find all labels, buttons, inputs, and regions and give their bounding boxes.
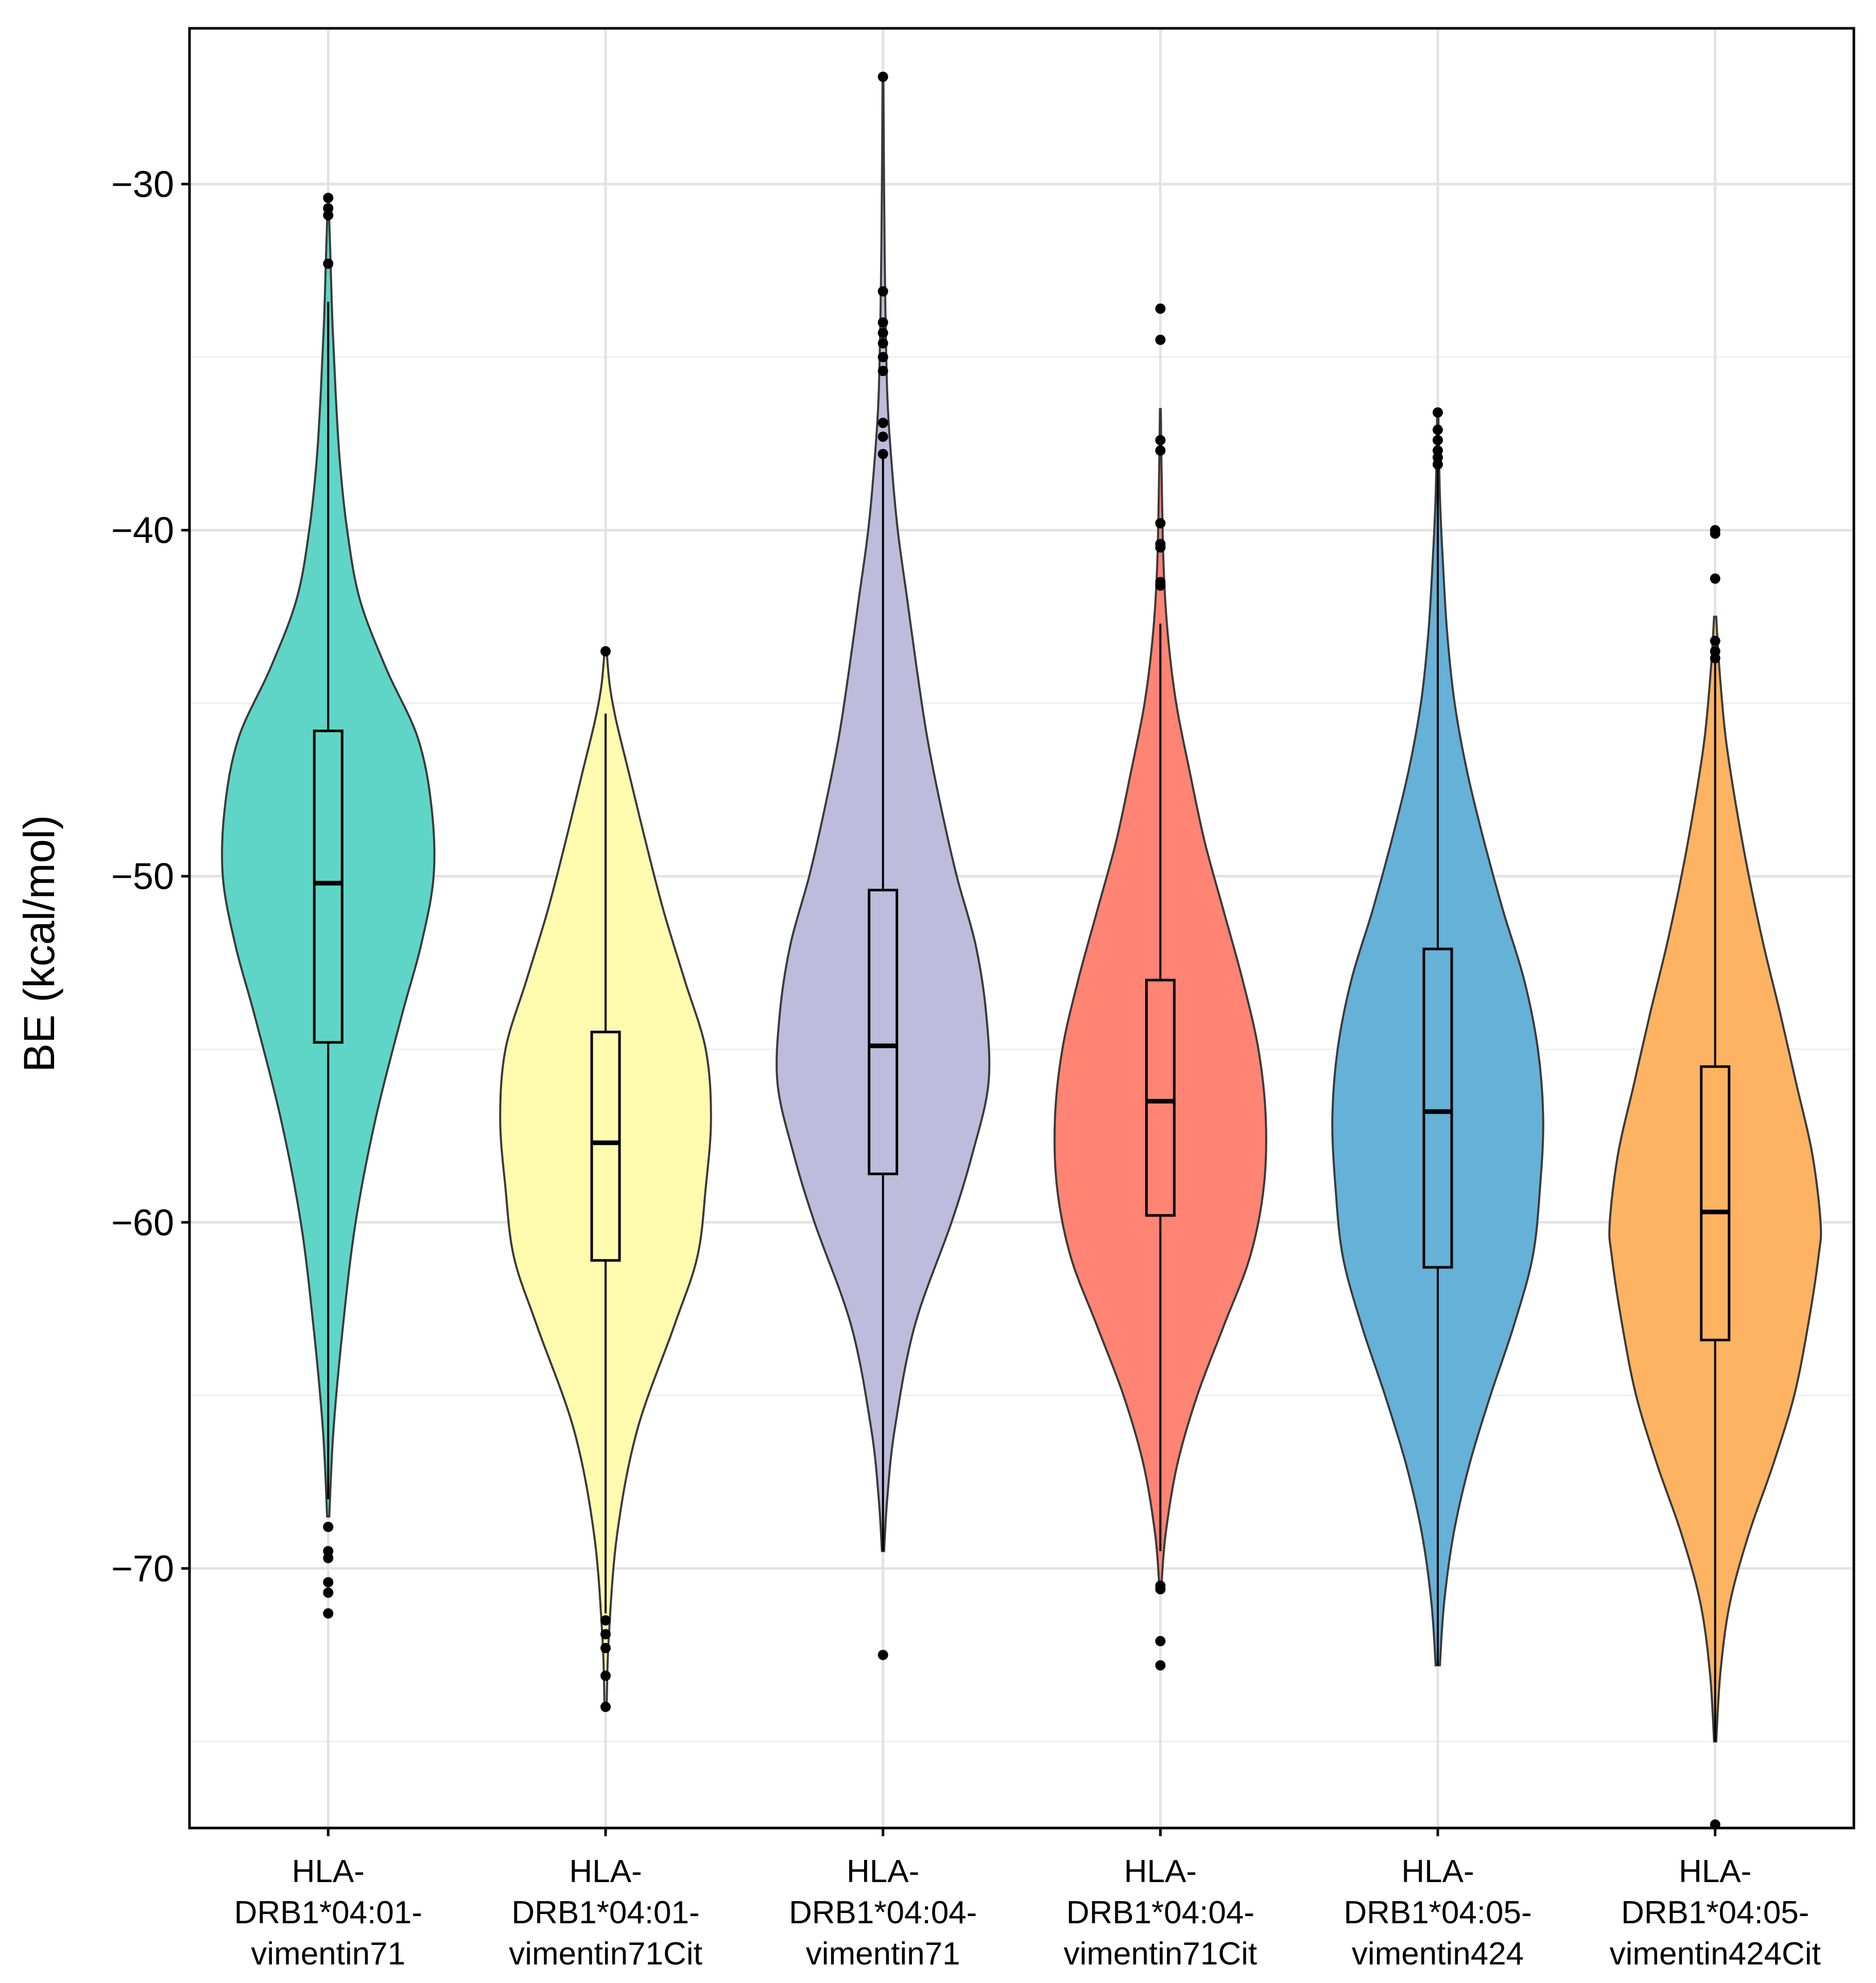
outlier-points: [323, 72, 1720, 1830]
outlier-point: [323, 1608, 334, 1619]
outlier-point: [600, 1615, 611, 1626]
outlier-point: [877, 1649, 888, 1660]
x-tick-label: HLA-DRB1*04:04-vimentin71: [789, 1854, 977, 1972]
outlier-point: [1155, 334, 1166, 345]
x-axis: HLA-DRB1*04:01-vimentin71 HLA-DRB1*04:01-…: [234, 1828, 1821, 1972]
outlier-point: [1155, 435, 1166, 445]
outlier-point: [877, 286, 888, 297]
outlier-point: [323, 1522, 334, 1532]
box-4: [1145, 978, 1176, 1217]
x-tick-label: HLA-DRB1*04:01-vimentin71Cit: [509, 1854, 702, 1972]
outlier-point: [323, 1553, 334, 1563]
box-2: [590, 1030, 621, 1262]
box-1: [313, 729, 343, 1044]
outlier-point: [600, 646, 611, 657]
violin-6: [1608, 615, 1822, 1743]
boxplots: [313, 301, 1731, 1741]
outlier-point: [877, 72, 888, 82]
x-tick-label: HLA-DRB1*04:04-vimentin71Cit: [1064, 1854, 1258, 1972]
outlier-point: [877, 449, 888, 459]
outlier-point: [600, 1670, 611, 1681]
y-tick-label: −50: [111, 856, 174, 898]
outlier-point: [1155, 580, 1166, 591]
outlier-point: [1433, 407, 1443, 418]
outlier-point: [877, 352, 888, 363]
outlier-point: [877, 338, 888, 349]
box-3: [868, 889, 899, 1176]
outlier-point: [877, 418, 888, 428]
y-axis-label: BE (kcal/mol): [15, 815, 63, 1072]
y-tick-label: −40: [111, 510, 174, 551]
outlier-point: [877, 327, 888, 338]
outlier-point: [323, 210, 334, 220]
outlier-point: [323, 1577, 334, 1588]
x-tick-label: HLA-DRB1*04:05-vimentin424Cit: [1610, 1854, 1821, 1972]
outlier-point: [1433, 424, 1443, 435]
outlier-point: [1710, 635, 1720, 646]
outlier-point: [323, 193, 334, 203]
y-tick-label: −70: [111, 1548, 174, 1590]
plot-frame: [188, 27, 1855, 1830]
outlier-point: [877, 317, 888, 328]
outlier-point: [1433, 459, 1443, 470]
y-axis: −30 −40 −50 −60 −70: [111, 164, 190, 1590]
outlier-point: [1155, 542, 1166, 553]
box-5: [1422, 947, 1453, 1269]
violins: [221, 76, 1822, 1743]
outlier-point: [1155, 1660, 1166, 1671]
outlier-point: [1710, 528, 1720, 539]
outlier-point: [1155, 445, 1166, 456]
outlier-point: [1155, 518, 1166, 529]
outlier-point: [1155, 1636, 1166, 1647]
x-tick-label: HLA-DRB1*04:05-vimentin424: [1344, 1854, 1531, 1972]
outlier-point: [600, 1643, 611, 1653]
outlier-point: [600, 1629, 611, 1640]
x-tick-label: HLA-DRB1*04:01-vimentin71: [234, 1854, 422, 1972]
outlier-point: [1433, 435, 1443, 445]
outlier-point: [1155, 303, 1166, 314]
violin-4: [1053, 408, 1267, 1587]
y-tick-label: −60: [111, 1202, 174, 1244]
box-6: [1700, 1065, 1731, 1341]
outlier-point: [1155, 1584, 1166, 1595]
y-tick-label: −30: [111, 164, 174, 205]
outlier-point: [600, 1701, 611, 1712]
outlier-point: [877, 432, 888, 442]
outlier-point: [877, 366, 888, 376]
outlier-point: [323, 1587, 334, 1598]
outlier-point: [1710, 653, 1720, 664]
outlier-point: [323, 258, 334, 269]
outlier-point: [1710, 573, 1720, 584]
grid-lines: [190, 28, 1854, 1828]
